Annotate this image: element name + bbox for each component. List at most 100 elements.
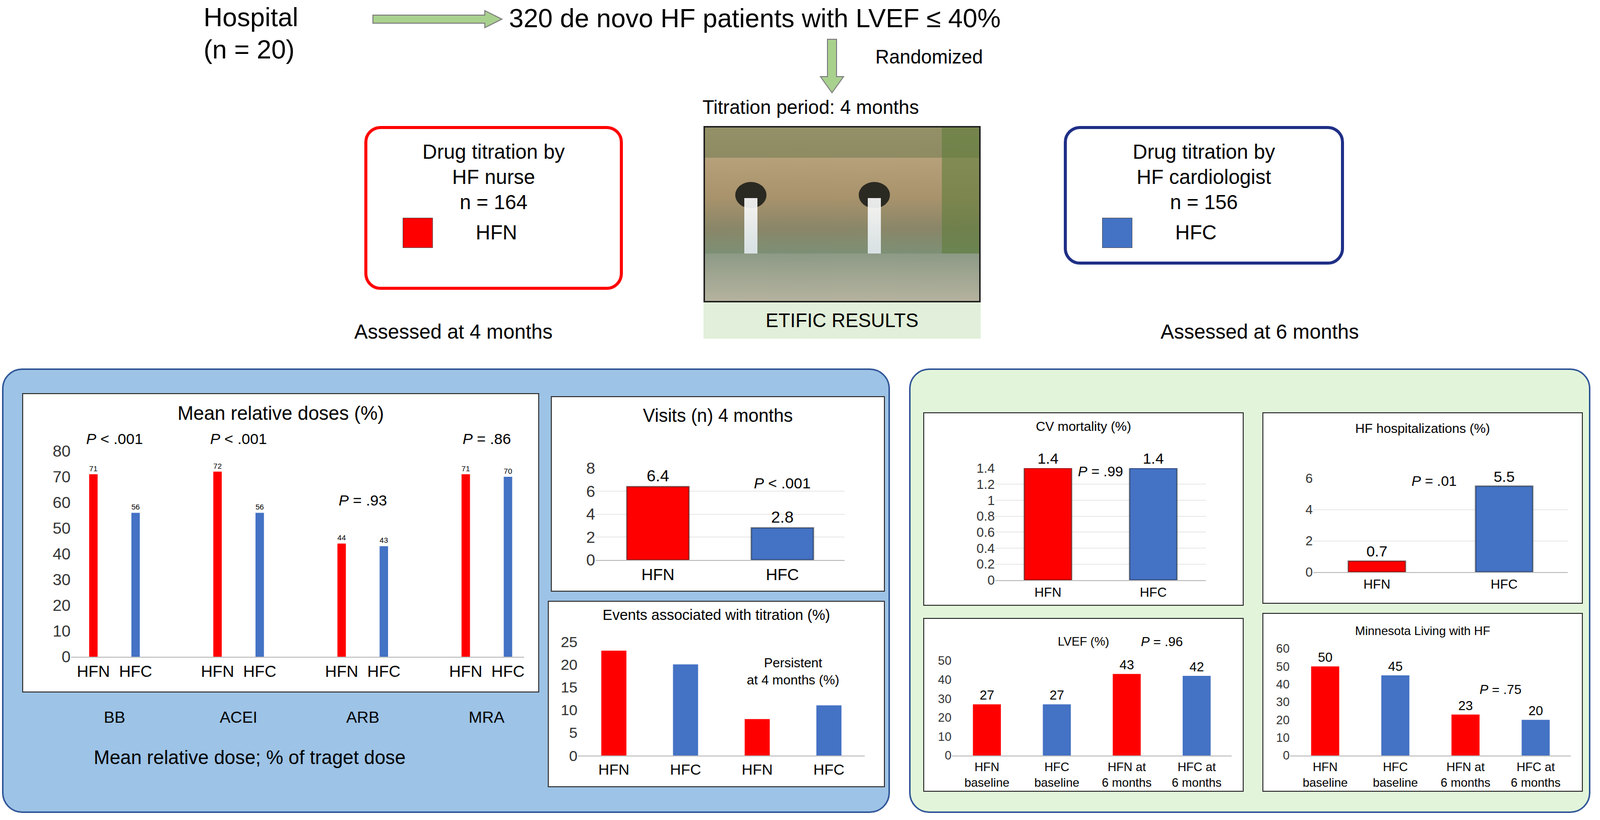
svg-text:0.6: 0.6	[976, 524, 995, 540]
svg-text:0: 0	[61, 647, 71, 666]
svg-text:56: 56	[255, 502, 265, 511]
svg-text:40: 40	[937, 672, 952, 687]
svg-text:43: 43	[1119, 657, 1134, 673]
svg-text:Minnesota Living with HF: Minnesota Living with HF	[1355, 623, 1491, 638]
svg-text:27: 27	[979, 687, 995, 703]
svg-text:20: 20	[937, 710, 952, 725]
svg-text:50: 50	[1275, 659, 1290, 674]
svg-text:P < .001: P < .001	[210, 430, 268, 447]
svg-text:HFC at6 months: HFC at6 months	[1510, 759, 1561, 790]
svg-text:50: 50	[52, 519, 71, 538]
svg-text:HFC: HFC	[1139, 584, 1167, 600]
svg-text:2: 2	[1305, 533, 1313, 549]
svg-text:50: 50	[1317, 649, 1333, 665]
svg-text:BB: BB	[103, 708, 126, 727]
svg-text:HFN: HFN	[641, 565, 675, 584]
svg-text:25: 25	[560, 633, 578, 651]
svg-text:HFCbaseline: HFCbaseline	[1034, 759, 1079, 790]
svg-text:P = .86: P = .86	[462, 430, 511, 447]
svg-text:40: 40	[52, 544, 71, 563]
svg-text:45: 45	[1387, 658, 1403, 674]
svg-text:5: 5	[568, 724, 578, 741]
svg-text:0: 0	[987, 572, 995, 588]
svg-text:P < .001: P < .001	[753, 474, 811, 492]
svg-text:20: 20	[560, 656, 578, 673]
svg-text:HFN at6 months: HFN at6 months	[1440, 759, 1491, 790]
svg-text:0: 0	[586, 550, 596, 569]
svg-text:27: 27	[1049, 687, 1065, 703]
svg-text:30: 30	[52, 570, 71, 589]
svg-text:HFC: HFC	[765, 565, 800, 584]
svg-text:CV mortality (%): CV mortality (%)	[1035, 418, 1131, 434]
svg-text:6.4: 6.4	[646, 466, 669, 485]
svg-text:P = .01: P = .01	[1411, 473, 1457, 489]
svg-text:20: 20	[52, 596, 71, 615]
svg-text:HFC: HFC	[118, 662, 153, 681]
svg-text:4: 4	[1305, 501, 1313, 518]
svg-text:0: 0	[568, 747, 578, 764]
svg-text:1: 1	[987, 492, 995, 508]
svg-text:HFC: HFC	[491, 662, 525, 681]
svg-text:HFC: HFC	[670, 760, 702, 778]
svg-text:HFN: HFN	[1034, 584, 1062, 600]
svg-text:5.5: 5.5	[1493, 468, 1515, 485]
svg-text:0: 0	[1283, 748, 1290, 762]
svg-text:1.4: 1.4	[1142, 450, 1165, 467]
svg-text:HFN: HFN	[598, 760, 630, 778]
svg-text:HFC: HFC	[813, 760, 845, 778]
svg-text:10: 10	[560, 701, 578, 719]
svg-text:1.4: 1.4	[1037, 450, 1059, 467]
svg-text:10: 10	[1275, 730, 1290, 745]
svg-text:2.8: 2.8	[771, 507, 794, 527]
svg-text:P = .93: P = .93	[338, 491, 388, 509]
svg-text:0.7: 0.7	[1366, 542, 1388, 560]
svg-text:60: 60	[1275, 641, 1290, 656]
svg-text:ACEI: ACEI	[219, 708, 258, 727]
svg-text:0.2: 0.2	[976, 556, 995, 572]
svg-text:Events associated with titrati: Events associated with titration (%)	[602, 606, 830, 623]
svg-text:HFN: HFN	[449, 662, 483, 681]
svg-text:30: 30	[1275, 694, 1290, 709]
svg-text:20: 20	[1528, 702, 1544, 719]
svg-text:HFC: HFC	[1490, 576, 1518, 592]
svg-text:6: 6	[1305, 470, 1313, 486]
svg-text:23: 23	[1458, 697, 1474, 714]
svg-text:1.4: 1.4	[976, 460, 995, 476]
svg-text:Mean relative doses (%): Mean relative doses (%)	[177, 402, 384, 424]
svg-text:0.8: 0.8	[976, 508, 995, 524]
svg-text:HFN: HFN	[1363, 576, 1391, 592]
svg-text:4: 4	[586, 504, 596, 524]
svg-text:HFCbaseline: HFCbaseline	[1372, 759, 1418, 790]
svg-text:43: 43	[379, 535, 389, 545]
svg-text:6: 6	[586, 482, 596, 501]
svg-text:70: 70	[52, 467, 71, 486]
svg-text:30: 30	[937, 691, 952, 706]
svg-text:P = .96: P = .96	[1140, 633, 1183, 650]
svg-text:P = .75: P = .75	[1479, 681, 1522, 697]
svg-text:71: 71	[89, 464, 98, 473]
svg-text:60: 60	[52, 493, 71, 512]
svg-text:44: 44	[337, 533, 347, 542]
svg-text:HF hospitalizations (%): HF hospitalizations (%)	[1355, 420, 1490, 436]
svg-text:2: 2	[586, 528, 596, 547]
svg-text:HFN: HFN	[325, 662, 359, 681]
svg-text:P = .99: P = .99	[1077, 463, 1124, 480]
svg-text:8: 8	[586, 459, 596, 478]
svg-text:HFN: HFN	[76, 662, 110, 681]
svg-text:20: 20	[1275, 713, 1290, 727]
svg-text:LVEF (%): LVEF (%)	[1057, 634, 1110, 649]
svg-text:Visits (n) 4 months: Visits (n) 4 months	[643, 405, 793, 426]
svg-text:0: 0	[1305, 564, 1313, 580]
svg-text:56: 56	[131, 502, 141, 511]
svg-text:0: 0	[944, 748, 952, 762]
svg-text:0.4: 0.4	[976, 540, 995, 556]
svg-text:HFN: HFN	[741, 760, 774, 778]
svg-text:HFN: HFN	[201, 662, 235, 681]
svg-text:ARB: ARB	[346, 708, 380, 727]
svg-text:HFN at6 months: HFN at6 months	[1102, 759, 1152, 790]
svg-text:HFNbaseline: HFNbaseline	[964, 759, 1010, 790]
svg-text:15: 15	[560, 678, 578, 696]
svg-text:72: 72	[213, 461, 222, 471]
svg-text:71: 71	[461, 464, 471, 473]
svg-text:HFC: HFC	[367, 662, 401, 681]
